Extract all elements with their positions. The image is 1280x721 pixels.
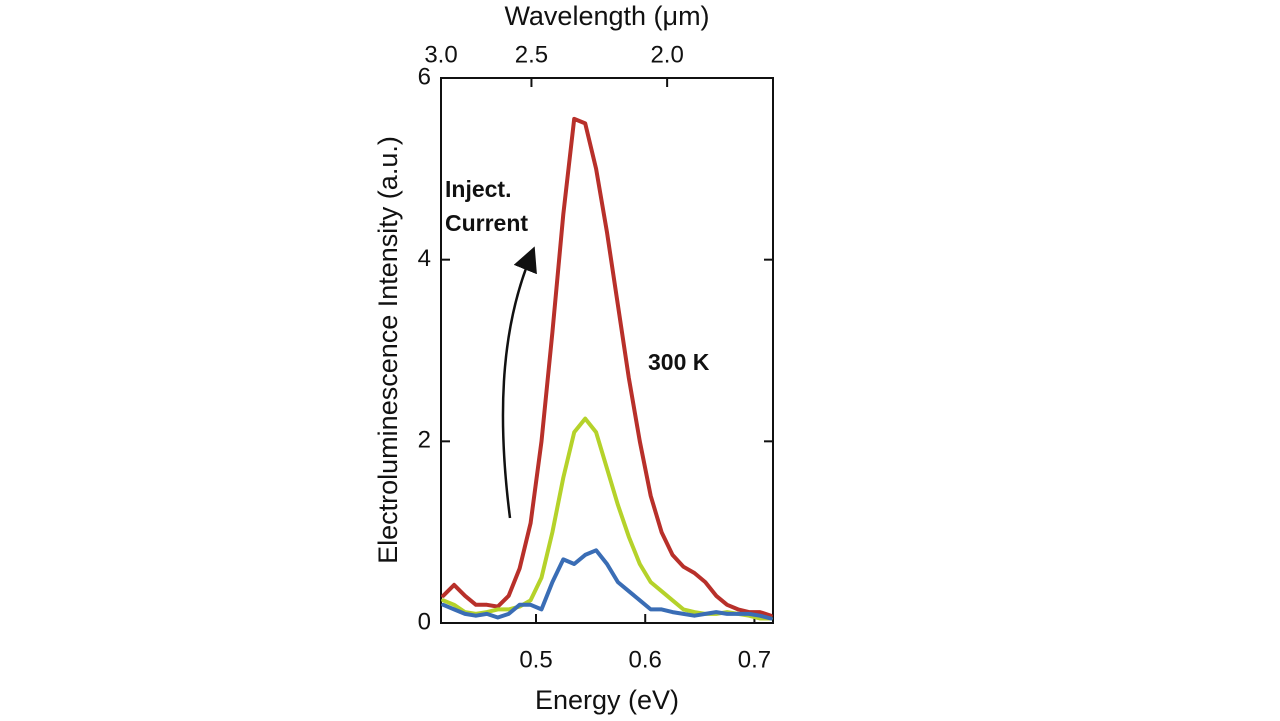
x-tick-label: 0.6 (629, 646, 662, 673)
annotation: 300 K (648, 349, 710, 375)
y-tick-label: 4 (418, 245, 431, 272)
x-axis-label: Energy (eV) (535, 685, 679, 715)
x-tick-label: 0.5 (519, 646, 552, 673)
y-tick-label: 6 (418, 63, 431, 90)
y-tick-label: 2 (418, 427, 431, 454)
series-line (441, 548, 773, 621)
annotation: Inject. (445, 176, 511, 202)
top-axis-label: Wavelength (μm) (504, 1, 709, 31)
plot-frame (440, 77, 774, 624)
y-tick-label: 0 (418, 608, 431, 635)
top-tick-label: 3.0 (424, 41, 457, 68)
x-tick-label: 0.7 (738, 646, 771, 673)
top-tick-label: 2.0 (650, 41, 683, 68)
top-tick-label: 2.5 (515, 41, 548, 68)
series-line (441, 116, 773, 618)
arrow (501, 246, 537, 519)
y-axis-label: Electroluminescence Intensity (a.u.) (373, 136, 403, 564)
annotation: Current (445, 210, 528, 236)
series-line (441, 416, 773, 621)
